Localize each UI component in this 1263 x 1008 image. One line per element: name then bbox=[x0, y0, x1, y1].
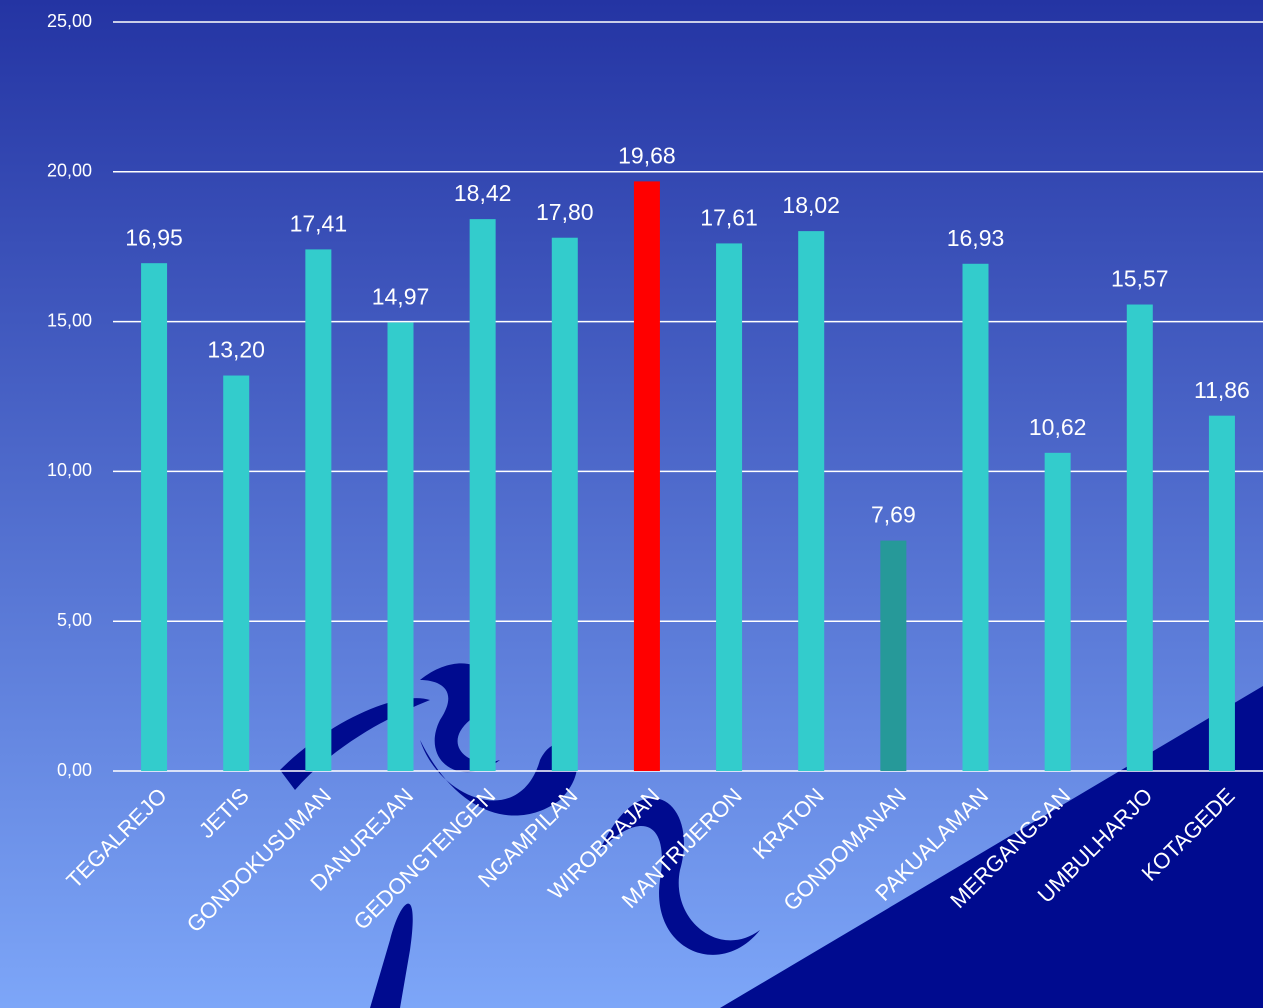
value-label: 16,95 bbox=[125, 224, 183, 250]
bar bbox=[469, 219, 496, 772]
bar bbox=[551, 237, 578, 771]
bar bbox=[223, 375, 250, 771]
bar bbox=[962, 263, 989, 771]
y-tick-label: 25,00 bbox=[47, 11, 92, 31]
bar bbox=[387, 322, 414, 771]
value-label: 14,97 bbox=[372, 284, 430, 310]
value-label: 13,20 bbox=[207, 337, 265, 363]
y-tick-label: 0,00 bbox=[57, 760, 92, 780]
value-label: 16,93 bbox=[947, 225, 1005, 251]
y-tick-label: 5,00 bbox=[57, 610, 92, 630]
value-label: 17,80 bbox=[536, 199, 594, 225]
value-label: 18,42 bbox=[454, 180, 512, 206]
value-label: 17,41 bbox=[290, 210, 348, 236]
y-tick-label: 10,00 bbox=[47, 460, 92, 480]
y-tick-label: 20,00 bbox=[47, 161, 92, 181]
value-label: 10,62 bbox=[1029, 414, 1087, 440]
value-label: 11,86 bbox=[1194, 377, 1250, 403]
bar bbox=[880, 540, 907, 771]
bar bbox=[798, 231, 825, 772]
bar bbox=[1208, 415, 1235, 771]
value-label: 15,57 bbox=[1111, 266, 1169, 292]
value-label: 19,68 bbox=[618, 142, 676, 168]
value-label: 7,69 bbox=[871, 502, 916, 528]
bar bbox=[633, 181, 660, 771]
value-label: 17,61 bbox=[700, 204, 758, 230]
bar bbox=[716, 243, 743, 771]
bar bbox=[305, 249, 332, 772]
value-label: 18,02 bbox=[782, 192, 840, 218]
bar bbox=[1044, 452, 1071, 771]
bar bbox=[1126, 304, 1153, 771]
y-tick-label: 15,00 bbox=[47, 310, 92, 330]
bar bbox=[141, 263, 168, 771]
